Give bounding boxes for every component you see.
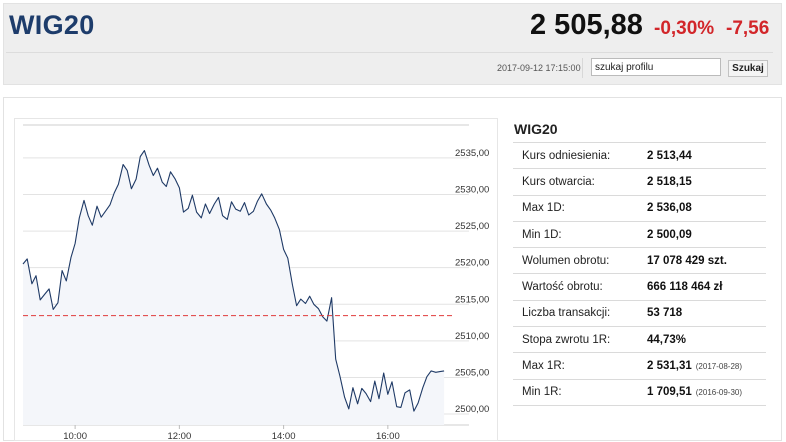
stats-label: Wolumen obrotu:: [513, 247, 639, 274]
price-line: [22, 150, 445, 412]
stats-value: 53 718: [639, 299, 766, 327]
header-divider: [6, 52, 773, 53]
stats-row: Kurs odniesienia: 2 513,44: [513, 141, 766, 169]
profile-search-input[interactable]: [591, 58, 721, 76]
stats-table: Kurs odniesienia: 2 513,44 Kurs otwarcia: 2…: [513, 141, 766, 406]
x-tick-label: 10:00: [63, 431, 87, 442]
current-price: 2 505,88: [530, 9, 643, 41]
stats-label: Wartość obrotu:: [513, 273, 639, 301]
stats-label: Min 1R:: [513, 378, 639, 406]
stats-value: 44,73%: [639, 326, 766, 353]
stats-row: Kurs otwarcia: 2 518,15: [513, 168, 766, 196]
x-tick-label: 14:00: [272, 431, 296, 442]
stats-value: 2 513,44: [639, 141, 766, 169]
index-title: WIG20: [9, 10, 95, 40]
stats-note: (2017-08-28): [695, 362, 743, 372]
y-tick-label: 2505,00: [455, 367, 489, 378]
search-button[interactable]: Szukaj: [728, 60, 768, 77]
y-tick-label: 2525,00: [455, 221, 489, 232]
stats-value: 2 536,08: [639, 194, 766, 222]
header-separator: [582, 58, 583, 78]
stats-value: 666 118 464 zł: [639, 273, 766, 301]
stats-value-text: 17 078 429 szt.: [647, 254, 727, 267]
stats-label: Kurs odniesienia:: [513, 141, 639, 169]
stats-value: 2 500,09: [639, 220, 766, 248]
stats-value-text: 1 709,51: [647, 386, 692, 399]
stats-value: 2 531,31 (2017-08-28): [639, 352, 766, 380]
stats-row: Min 1D: 2 500,09: [513, 220, 766, 248]
stats-row: Stopa zwrotu 1R: 44,73%: [513, 326, 766, 353]
x-tick-label: 12:00: [167, 431, 191, 442]
stats-note: (2016-09-30): [695, 388, 743, 398]
stats-value-text: 2 536,08: [647, 202, 692, 215]
stats-value: 2 518,15: [639, 168, 766, 196]
intraday-chart[interactable]: 2500,00 2505,00 2510,00 2515,00 2520,00 2525,…: [14, 118, 498, 442]
stats-label: Max 1R:: [513, 352, 639, 380]
y-tick-label: 2510,00: [455, 331, 489, 342]
stats-row: Wartość obrotu: 666 118 464 zł: [513, 273, 766, 301]
change-percent: -0,30%: [654, 18, 715, 39]
stats-value-text: 2 513,44: [647, 149, 692, 162]
stats-label: Kurs otwarcia:: [513, 168, 639, 196]
stats-title: WIG20: [514, 121, 558, 137]
stats-label: Min 1D:: [513, 220, 639, 248]
y-tick-label: 2520,00: [455, 258, 489, 269]
x-tick-label: 16:00: [376, 431, 400, 442]
stats-value: 1 709,51 (2016-09-30): [639, 378, 766, 406]
stats-label: Liczba transakcji:: [513, 299, 639, 327]
y-tick-label: 2535,00: [455, 148, 489, 159]
stats-value-text: 666 118 464 zł: [647, 281, 723, 294]
stats-row: Wolumen obrotu: 17 078 429 szt.: [513, 247, 766, 274]
chart-canvas: 2500,00 2505,00 2510,00 2515,00 2520,00 2525,…: [22, 124, 489, 442]
price-area: [23, 150, 445, 425]
stats-row: Max 1D: 2 536,08: [513, 194, 766, 222]
stats-value-text: 2 531,31: [647, 360, 692, 373]
change-absolute: -7,56: [726, 18, 770, 39]
stats-value: 17 078 429 szt.: [639, 247, 766, 274]
y-tick-label: 2530,00: [455, 185, 489, 196]
stats-value-text: 2 518,15: [647, 175, 692, 188]
stats-row: Max 1R: 2 531,31 (2017-08-28): [513, 352, 766, 380]
y-tick-label: 2500,00: [455, 404, 489, 415]
stats-label: Stopa zwrotu 1R:: [513, 326, 639, 353]
quote-timestamp: 2017-09-12 17:15:00: [497, 63, 581, 73]
stats-value-text: 2 500,09: [647, 228, 692, 241]
y-tick-label: 2515,00: [455, 294, 489, 305]
stats-value-text: 53 718: [647, 307, 683, 320]
quote-header: [3, 3, 782, 85]
stats-row: Min 1R: 1 709,51 (2016-09-30): [513, 378, 766, 406]
stats-value-text: 44,73%: [647, 333, 687, 346]
stats-label: Max 1D:: [513, 194, 639, 222]
stats-row: Liczba transakcji: 53 718: [513, 299, 766, 327]
